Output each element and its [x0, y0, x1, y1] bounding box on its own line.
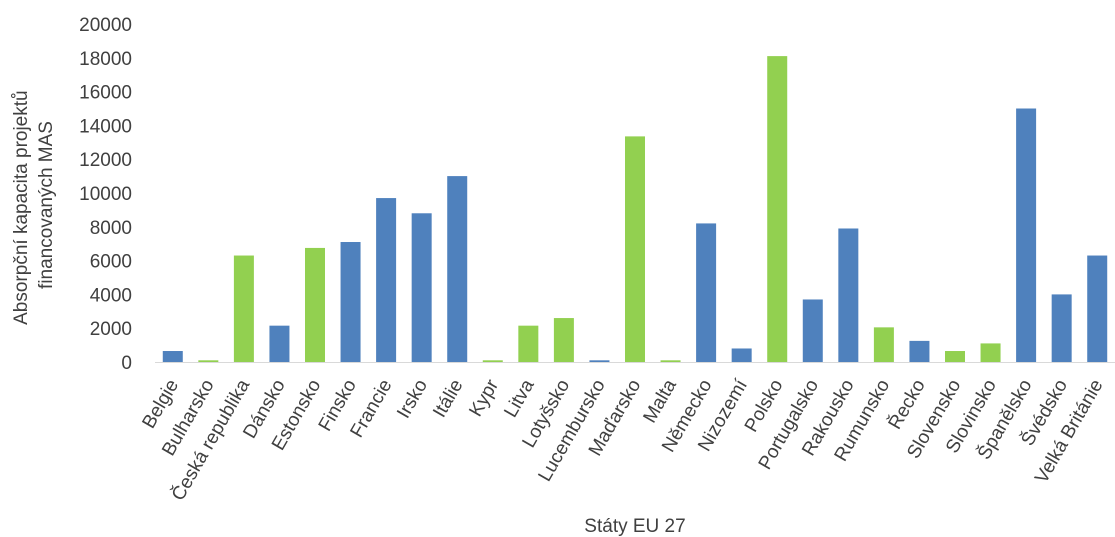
bar — [553, 318, 574, 362]
y-tick-label: 8000 — [90, 218, 132, 239]
y-tick-label: 20000 — [79, 15, 132, 36]
bar — [1051, 294, 1072, 362]
bar — [447, 176, 468, 362]
bar — [518, 325, 539, 362]
x-category-label: Itálie — [429, 376, 467, 421]
y-tick-label: 12000 — [79, 150, 132, 171]
bar — [980, 343, 1001, 362]
y-tick-label: 18000 — [79, 49, 132, 70]
bar — [162, 351, 183, 362]
y-tick-label: 4000 — [90, 285, 132, 306]
bar — [233, 255, 254, 362]
bar — [660, 360, 681, 362]
bar — [1016, 108, 1037, 362]
bars — [162, 56, 1108, 363]
bar — [1087, 255, 1108, 362]
bar — [909, 340, 930, 362]
y-axis-title-line-2: financovaných MAS — [36, 121, 57, 289]
bar — [767, 56, 788, 363]
bar — [945, 351, 965, 362]
x-category-label: Kypr — [465, 375, 503, 420]
bar — [731, 348, 752, 362]
y-tick-label: 6000 — [90, 252, 132, 273]
bar — [873, 327, 894, 362]
bar — [589, 360, 610, 362]
y-tick-label: 10000 — [79, 184, 132, 205]
bar — [269, 325, 290, 362]
bar — [340, 242, 361, 362]
bar — [198, 360, 219, 362]
bar — [838, 228, 859, 362]
y-axis-ticks: 0 2000 4000 6000 8000 10000 12000 14000 16000 180… — [79, 15, 132, 374]
y-tick-label: 14000 — [79, 116, 132, 137]
bar — [376, 198, 397, 362]
bar — [802, 299, 823, 362]
x-category-label: Irsko — [393, 376, 432, 422]
bar — [482, 360, 503, 362]
y-tick-label: 16000 — [79, 83, 132, 104]
bar — [305, 247, 325, 362]
x-axis-title: Státy EU 27 — [584, 516, 685, 537]
y-tick-label: 2000 — [90, 319, 132, 340]
bar — [625, 136, 645, 362]
y-axis-title: Absorpční kapacita projektů financovanýc… — [11, 85, 57, 325]
bar — [696, 223, 717, 362]
y-axis-title-line-1: Absorpční kapacita projektů — [11, 90, 32, 324]
bar — [411, 213, 432, 362]
y-tick-label: 0 — [121, 353, 132, 374]
